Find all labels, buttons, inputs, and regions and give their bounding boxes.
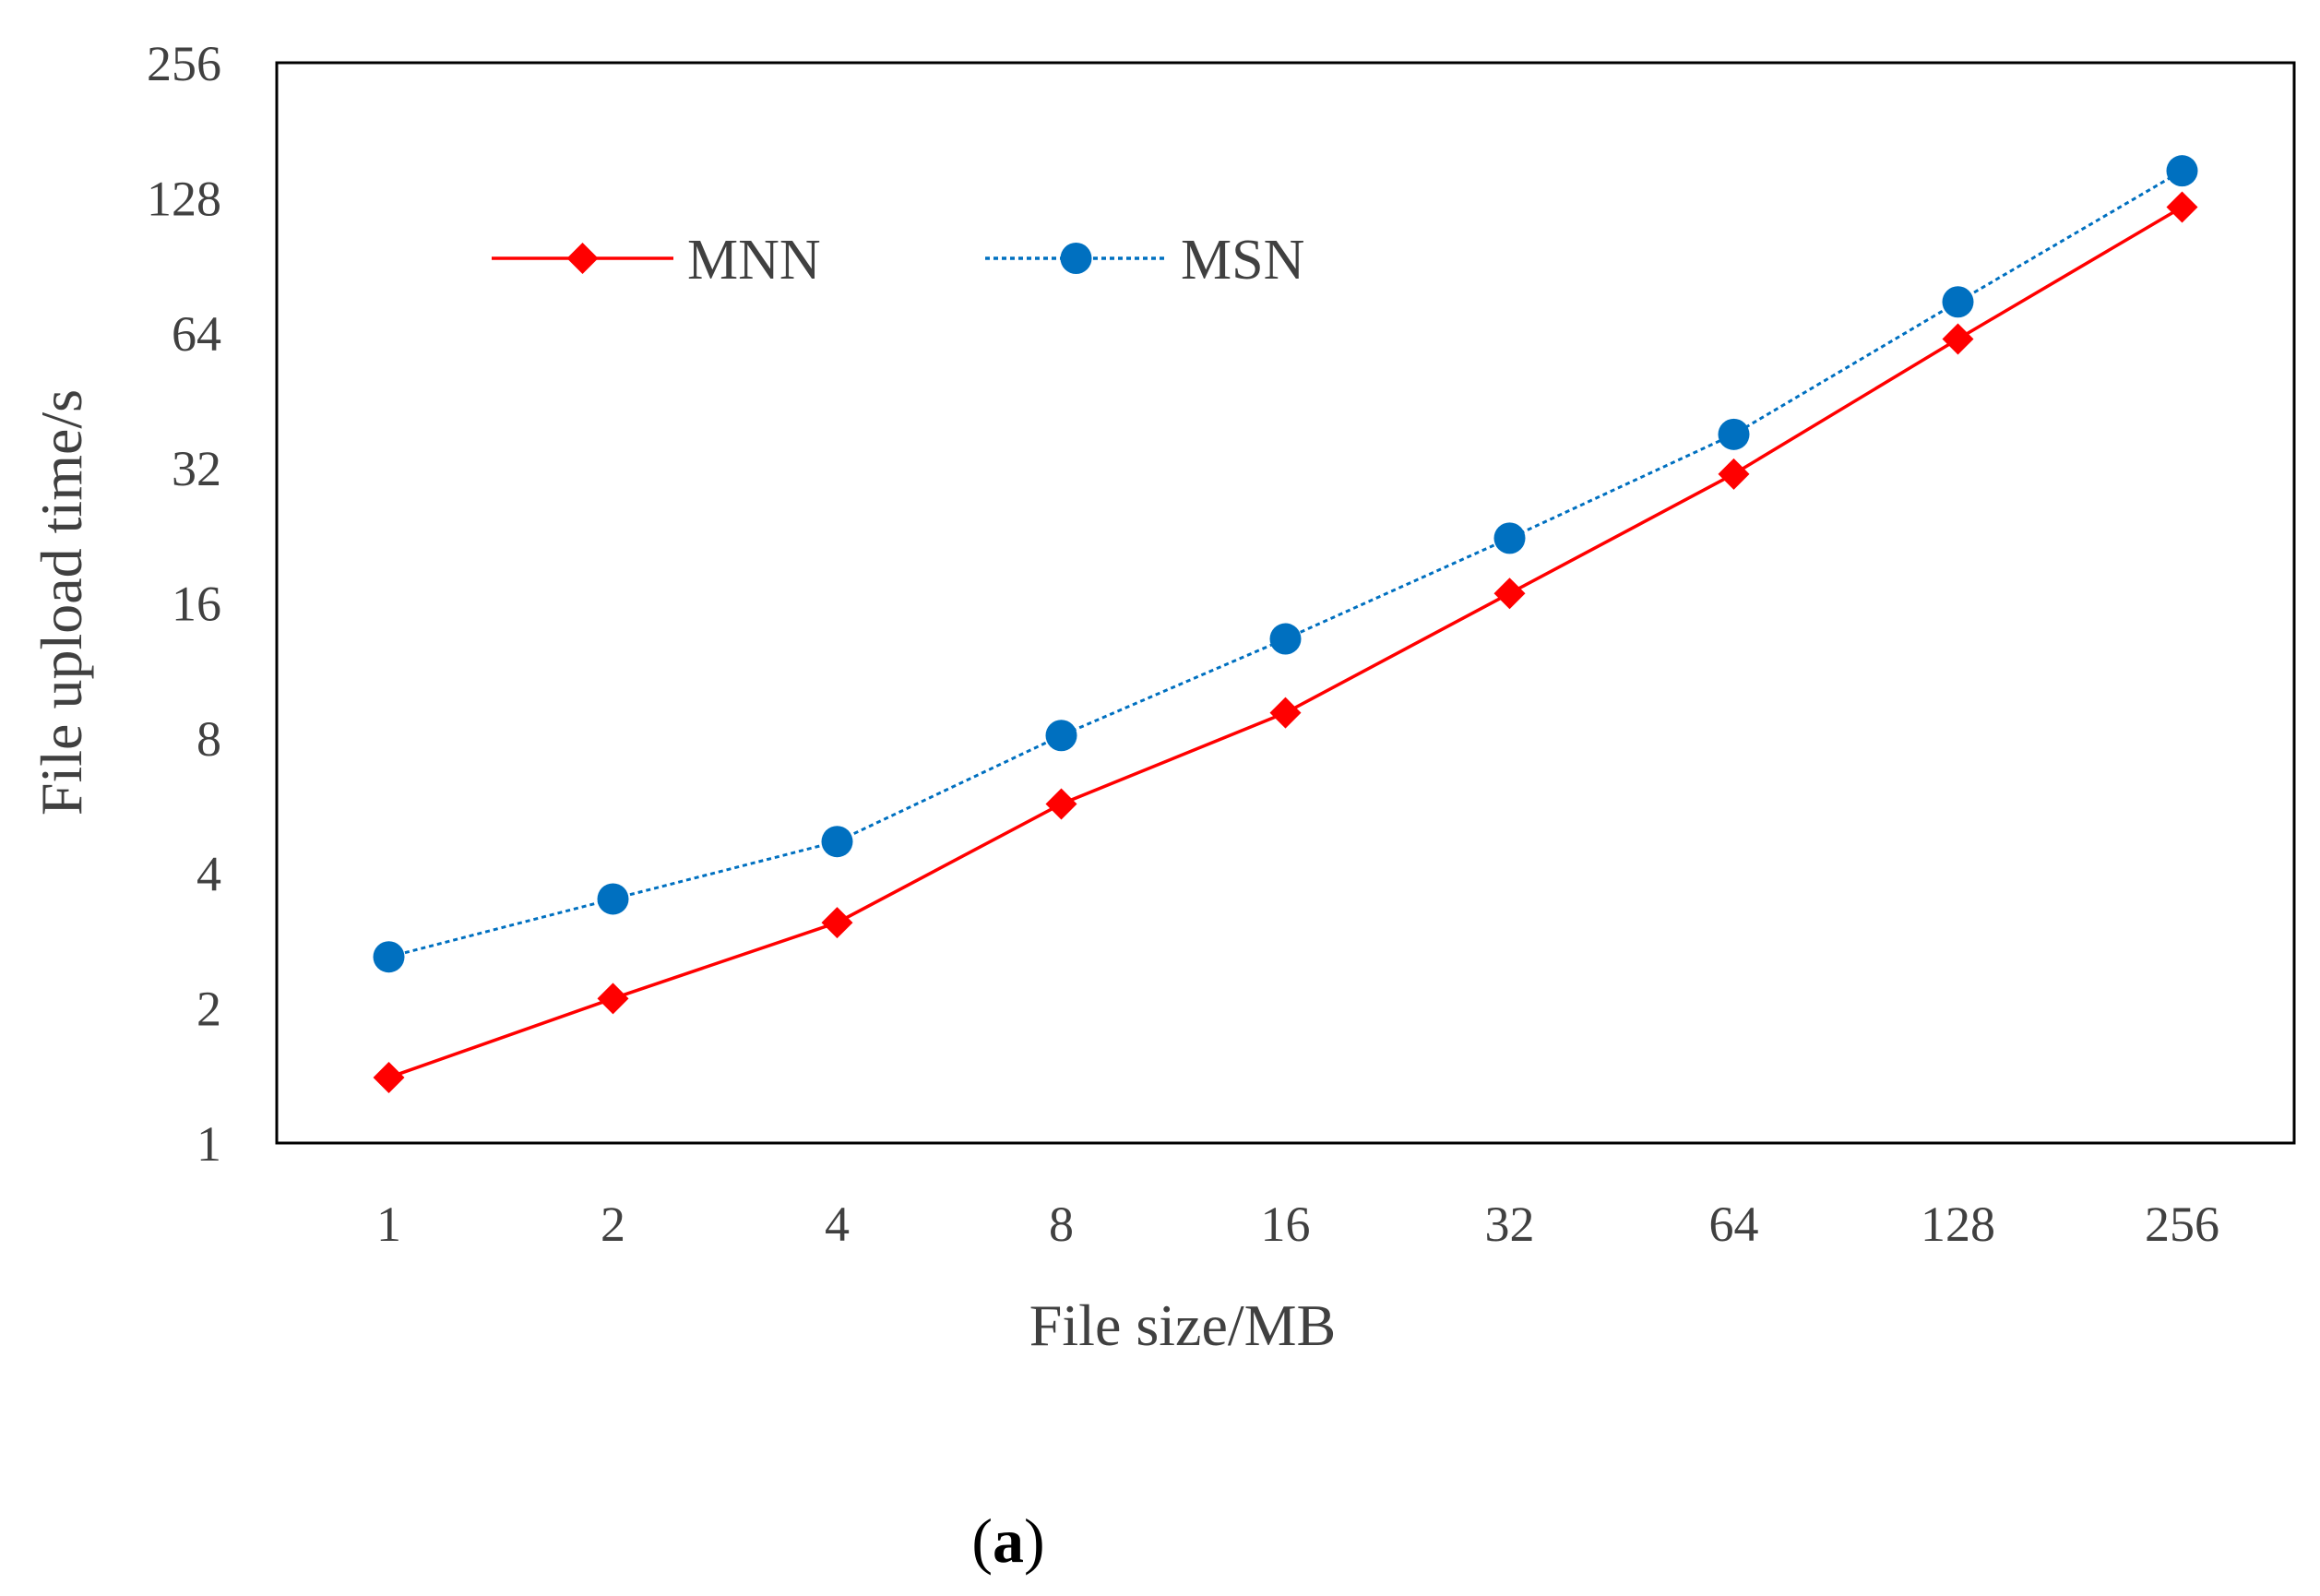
data-point-mnn xyxy=(2166,191,2198,223)
x-axis-title: File size/MB xyxy=(1029,1292,1336,1358)
y-tick-label: 2 xyxy=(196,982,221,1037)
data-point-mnn xyxy=(1269,697,1302,729)
legend: MNN MSN xyxy=(492,229,1304,292)
y-tick-label: 8 xyxy=(196,711,221,767)
data-point-msn xyxy=(1942,286,1974,318)
data-point-msn xyxy=(821,826,853,858)
x-tick-label: 256 xyxy=(2145,1197,2219,1252)
x-tick-label: 4 xyxy=(825,1197,850,1252)
y-axis-tick-labels: 1 2 4 8 16 32 64 128 256 xyxy=(147,36,221,1172)
plot-area xyxy=(275,61,2296,1145)
y-tick-label: 64 xyxy=(172,306,221,362)
x-tick-label: 64 xyxy=(1709,1197,1759,1252)
data-point-mnn xyxy=(597,983,629,1015)
y-tick-label: 32 xyxy=(172,441,221,496)
legend-marker-mnn xyxy=(566,243,599,274)
x-tick-label: 32 xyxy=(1485,1197,1535,1252)
data-point-mnn xyxy=(821,907,853,939)
x-axis-tick-labels: 1 2 4 8 16 32 64 128 256 xyxy=(376,1197,2219,1252)
series-mnn xyxy=(373,191,2198,1093)
series-msn xyxy=(373,155,2198,973)
y-tick-label: 16 xyxy=(172,577,221,632)
y-tick-label: 4 xyxy=(196,846,221,901)
x-tick-label: 16 xyxy=(1261,1197,1311,1252)
panel-label-open: ( xyxy=(971,1506,993,1576)
data-point-mnn xyxy=(1493,578,1526,610)
data-point-mnn xyxy=(373,1061,405,1093)
legend-item-msn: MSN xyxy=(985,229,1304,292)
y-tick-label: 256 xyxy=(147,36,221,91)
x-tick-label: 2 xyxy=(601,1197,625,1252)
panel-label: (a) xyxy=(971,1506,1044,1576)
data-point-msn xyxy=(1493,522,1526,554)
data-point-msn xyxy=(2166,155,2198,187)
data-point-msn xyxy=(1045,720,1077,752)
data-point-mnn xyxy=(1718,458,1750,490)
legend-item-mnn: MNN xyxy=(492,229,821,292)
series-layer xyxy=(373,155,2198,1093)
legend-label-msn: MSN xyxy=(1181,229,1304,292)
y-tick-label: 128 xyxy=(147,171,221,226)
data-point-msn xyxy=(1718,418,1750,450)
panel-label-close: ) xyxy=(1024,1506,1045,1576)
x-tick-label: 8 xyxy=(1049,1197,1074,1252)
plot-border xyxy=(275,61,2296,1145)
data-point-msn xyxy=(373,941,405,973)
data-point-msn xyxy=(1269,623,1302,655)
y-tick-label: 1 xyxy=(196,1116,221,1172)
data-point-mnn xyxy=(1942,323,1974,355)
y-axis-title: File upload time/s xyxy=(29,389,94,816)
legend-marker-msn xyxy=(1060,243,1092,274)
data-point-msn xyxy=(597,883,629,915)
data-point-mnn xyxy=(1045,788,1077,820)
legend-label-mnn: MNN xyxy=(687,229,821,292)
x-tick-label: 128 xyxy=(1921,1197,1995,1252)
x-tick-label: 1 xyxy=(376,1197,401,1252)
panel-label-letter: a xyxy=(993,1506,1024,1576)
